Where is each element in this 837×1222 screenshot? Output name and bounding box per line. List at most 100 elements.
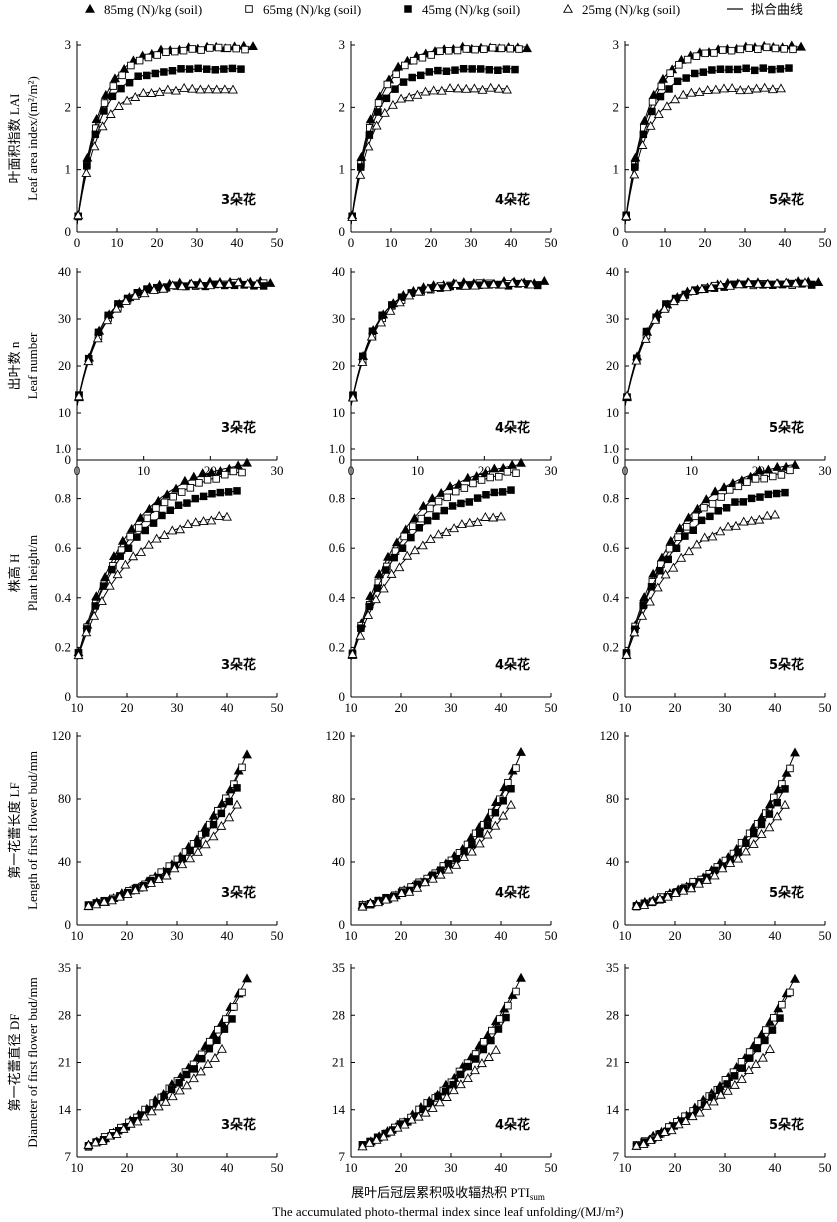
data-point — [208, 831, 219, 841]
data-point — [740, 846, 751, 856]
data-point — [499, 797, 507, 805]
y-tick-label: 0 — [65, 224, 72, 239]
y-tick-label: 0 — [339, 689, 346, 704]
data-point — [745, 1048, 754, 1056]
data-point — [394, 297, 405, 307]
data-point — [503, 468, 512, 476]
x-tick-label: 40 — [769, 700, 782, 715]
data-point — [396, 888, 407, 897]
data-point — [182, 518, 193, 528]
data-point — [106, 895, 117, 905]
data-point — [512, 469, 520, 477]
data-point — [216, 820, 227, 830]
data-point — [104, 580, 115, 590]
data-point — [418, 500, 429, 510]
y-tick-label: 10 — [58, 405, 71, 420]
data-point — [496, 1015, 504, 1023]
data-point — [746, 1054, 754, 1062]
y-tick-label: 1 — [65, 162, 72, 177]
data-point — [745, 44, 753, 52]
data-point — [386, 568, 397, 578]
panel-label: 5朵花 — [769, 192, 804, 208]
data-point — [710, 486, 721, 496]
data-point — [648, 97, 657, 106]
fit-curve — [76, 282, 257, 407]
data-point — [539, 275, 550, 285]
data-point — [673, 77, 682, 86]
x-tick-label: 30 — [171, 1160, 184, 1175]
data-point — [796, 41, 806, 51]
panel: 01020300102030403朵花 — [58, 264, 284, 478]
data-point — [759, 64, 768, 72]
data-point — [111, 303, 122, 313]
data-point — [230, 1003, 238, 1011]
data-point — [143, 539, 154, 549]
data-point — [387, 99, 398, 109]
data-point — [97, 121, 108, 131]
data-point — [511, 65, 519, 74]
data-point — [169, 492, 177, 501]
data-point — [725, 857, 736, 867]
data-point — [772, 489, 781, 498]
data-point — [96, 596, 107, 605]
data-point — [496, 511, 506, 521]
data-point — [504, 1001, 512, 1010]
y-axis-label-en: Leaf number — [25, 332, 40, 399]
data-point — [408, 73, 416, 82]
x-tick-label: 20 — [121, 700, 134, 715]
data-point — [742, 839, 750, 847]
y-tick-label: 20 — [58, 358, 71, 373]
x-tick-label: 30 — [191, 235, 204, 250]
data-point — [807, 281, 816, 289]
data-point — [167, 280, 178, 290]
x-tick-label: 20 — [669, 1160, 682, 1175]
data-point — [97, 1135, 108, 1145]
data-point — [717, 493, 725, 501]
x-tick-label: 40 — [505, 235, 518, 250]
data-point — [631, 1140, 642, 1150]
data-point — [622, 390, 632, 400]
data-point — [179, 46, 188, 55]
data-point — [417, 514, 426, 523]
data-point — [105, 109, 116, 118]
y-tick-label: 40 — [606, 264, 619, 279]
data-point — [434, 1097, 445, 1107]
data-point — [99, 896, 110, 906]
panel: 10 20 30 40 50 7 14 21 28 35 3朵花 — [58, 960, 284, 1175]
data-point — [195, 279, 206, 289]
data-point — [701, 874, 712, 884]
data-point — [659, 1126, 670, 1136]
data-point — [427, 1102, 438, 1112]
y-tick-label: 0.2 — [603, 639, 619, 654]
data-point — [656, 92, 665, 101]
data-point — [188, 471, 199, 481]
data-point — [674, 533, 682, 541]
fit-curve — [76, 283, 264, 407]
data-point — [477, 84, 488, 94]
data-point — [238, 763, 246, 772]
y-tick-label: 0 — [613, 224, 620, 239]
panel: 10 20 30 40 50 0 0.2 0.4 0.6 0.8 1.0 4朵花 — [329, 441, 558, 715]
data-point — [773, 784, 784, 794]
data-point — [760, 474, 768, 483]
data-point — [476, 1058, 487, 1068]
data-point — [684, 546, 694, 556]
data-point — [785, 64, 793, 72]
data-point — [205, 1037, 214, 1046]
data-point — [146, 88, 157, 97]
data-point — [89, 141, 100, 151]
panel-label: 3朵花 — [221, 1117, 256, 1133]
x-tick-label: 50 — [819, 1160, 832, 1175]
data-point — [404, 886, 415, 896]
data-point — [228, 84, 238, 94]
data-point — [489, 463, 500, 473]
data-point — [391, 85, 399, 93]
data-point — [357, 1141, 368, 1151]
data-point — [238, 988, 246, 997]
data-point — [654, 893, 665, 903]
x-tick-label: 30 — [171, 928, 184, 943]
panel: 0 10 20 30 40 50 0 1 2 3 4朵花 — [339, 37, 558, 250]
data-point — [449, 523, 460, 533]
fit-curve — [86, 767, 243, 907]
data-point — [198, 516, 209, 526]
